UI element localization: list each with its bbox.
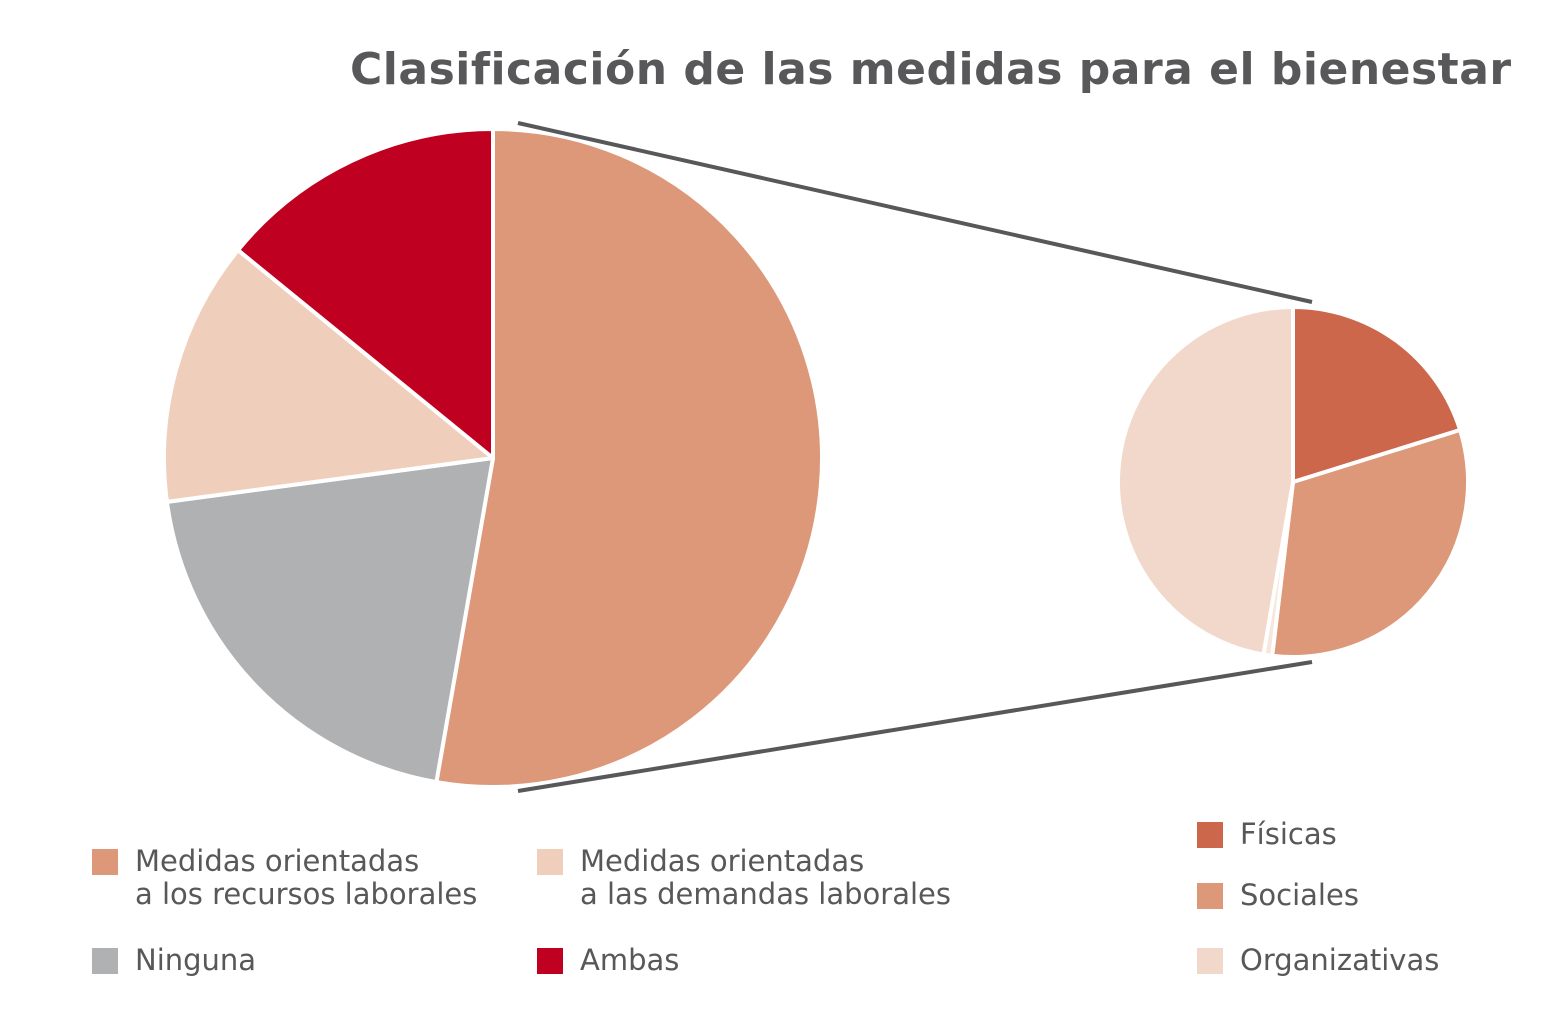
legend-swatch bbox=[1197, 948, 1223, 974]
legend-swatch bbox=[1197, 822, 1223, 848]
legend-item-fisicas: Físicas bbox=[1197, 818, 1337, 851]
legend-item-ninguna: Ninguna bbox=[92, 944, 256, 977]
chart-title: Clasificación de las medidas para el bie… bbox=[350, 44, 1512, 95]
pie-slice-ninguna bbox=[164, 456, 495, 785]
legend-item-organizativas: Organizativas bbox=[1197, 944, 1439, 977]
legend-swatch bbox=[537, 948, 563, 974]
pie-slice-ambas bbox=[236, 127, 495, 460]
legend-label: Medidas orientadas a los recursos labora… bbox=[135, 844, 478, 911]
pie-slice-demandas bbox=[162, 248, 495, 504]
detail-pie bbox=[1116, 305, 1470, 659]
legend-label: Ninguna bbox=[135, 943, 257, 977]
pie-slice-fisicas bbox=[1291, 305, 1463, 484]
legend-label: Ambas bbox=[580, 943, 680, 977]
legend-label: Sociales bbox=[1240, 878, 1359, 912]
legend-swatch bbox=[1197, 883, 1223, 909]
connector-line-top bbox=[517, 121, 1313, 304]
pie-slice-organizativas bbox=[1116, 305, 1295, 657]
legend-item-recursos: Medidas orientadas a los recursos labora… bbox=[92, 845, 477, 911]
pie-slice-sociales bbox=[1270, 428, 1470, 659]
connector-line-bottom bbox=[517, 660, 1313, 793]
legend-item-ambas: Ambas bbox=[537, 944, 679, 977]
legend-swatch bbox=[537, 849, 563, 875]
legend-label: Físicas bbox=[1240, 817, 1337, 851]
main-pie bbox=[162, 127, 824, 789]
pie-slice-recursos bbox=[434, 127, 824, 789]
legend-item-sociales: Sociales bbox=[1197, 879, 1359, 912]
legend-swatch bbox=[92, 849, 118, 875]
legend-swatch bbox=[92, 948, 118, 974]
legend-label: Medidas orientadas a las demandas labora… bbox=[580, 844, 951, 911]
legend-item-demandas: Medidas orientadas a las demandas labora… bbox=[537, 845, 951, 911]
legend-label: Organizativas bbox=[1240, 943, 1440, 977]
